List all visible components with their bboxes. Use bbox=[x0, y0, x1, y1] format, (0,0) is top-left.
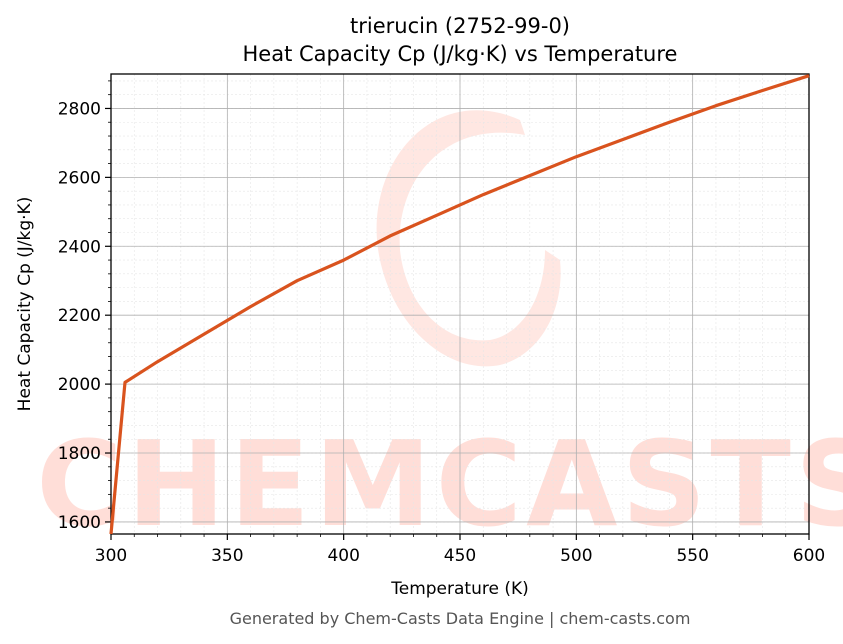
x-tick-labels: 300 350 400 450 500 550 600 bbox=[95, 546, 825, 566]
x-tick-label: 500 bbox=[560, 546, 592, 566]
y-tick-label: 2600 bbox=[58, 168, 101, 188]
x-tick-label: 600 bbox=[793, 546, 825, 566]
y-tick-label: 2000 bbox=[58, 375, 101, 395]
y-axis-label: Heat Capacity Cp (J/kg·K) bbox=[15, 197, 35, 412]
x-tick-label: 450 bbox=[444, 546, 476, 566]
footer-text: Generated by Chem-Casts Data Engine | ch… bbox=[230, 609, 691, 628]
chart-title: trierucin (2752-99-0) bbox=[350, 14, 570, 38]
y-tick-label: 2400 bbox=[58, 237, 101, 257]
x-tick-label: 400 bbox=[327, 546, 359, 566]
y-tick-label: 2800 bbox=[58, 99, 101, 119]
watermark-text: CHEMCASTS bbox=[36, 415, 843, 553]
chart-subtitle: Heat Capacity Cp (J/kg·K) vs Temperature bbox=[243, 42, 678, 66]
series-line bbox=[109, 74, 810, 535]
y-tick-label: 1600 bbox=[58, 513, 101, 533]
watermark: CHEMCASTS bbox=[36, 110, 843, 553]
x-axis-label: Temperature (K) bbox=[390, 579, 529, 599]
x-tick-label: 550 bbox=[676, 546, 708, 566]
y-tick-labels: 1600 1800 2000 2200 2400 2600 2800 bbox=[58, 99, 101, 532]
y-tick-label: 2200 bbox=[58, 306, 101, 326]
x-tick-label: 350 bbox=[211, 546, 243, 566]
x-tick-label: 300 bbox=[95, 546, 127, 566]
y-tick-label: 1800 bbox=[58, 444, 101, 464]
axis-ticks bbox=[105, 80, 810, 540]
watermark-logo-icon bbox=[376, 110, 561, 367]
